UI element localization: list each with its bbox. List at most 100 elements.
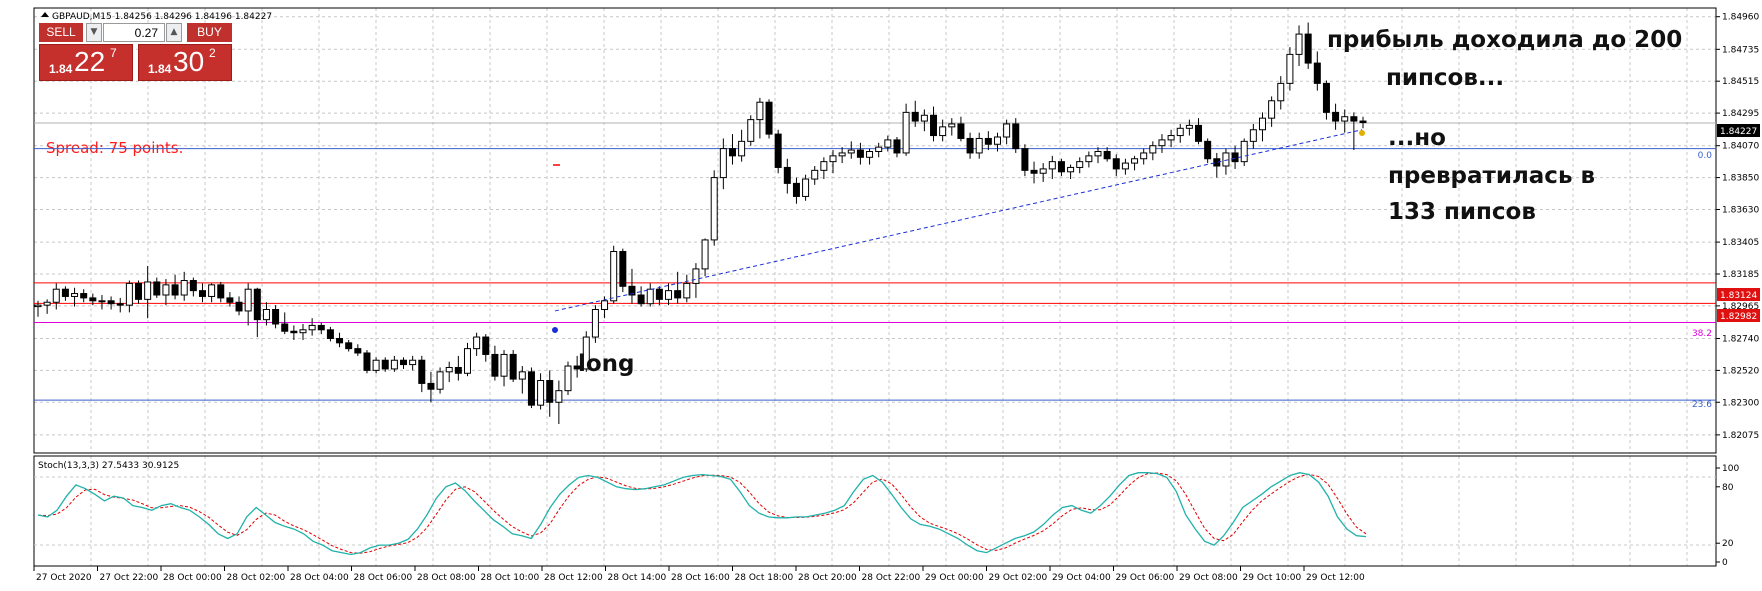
candle-body (1167, 135, 1175, 141)
trendline[interactable] (554, 129, 1363, 312)
red-level-tag-lower (1717, 309, 1760, 322)
candle-body (957, 123, 965, 139)
candle-body (445, 366, 453, 373)
time-tick-label: 29 Oct 00:00 (925, 573, 984, 583)
candle-body (98, 300, 106, 303)
candle-body (116, 303, 124, 306)
candle-body (1131, 158, 1139, 164)
candle-body (180, 280, 188, 296)
candle-body (646, 288, 654, 305)
time-tick-label: 28 Oct 02:00 (227, 573, 286, 583)
candle-body (1103, 151, 1111, 160)
time-tick-label: 28 Oct 20:00 (798, 573, 857, 583)
bid-point-marker (1359, 130, 1365, 136)
time-tick-label: 28 Oct 10:00 (481, 573, 540, 583)
candle-body (354, 348, 362, 354)
price-tick-label: 1.84735 (1722, 45, 1759, 55)
chart-collapse-icon[interactable] (41, 12, 49, 17)
candle-body (71, 293, 79, 297)
time-tick-label: 28 Oct 06:00 (354, 573, 413, 583)
candle-body (409, 359, 417, 366)
candle-body (811, 169, 819, 180)
buy-price-box[interactable]: 1.84 30 2 (138, 44, 232, 81)
annotation-profit-line2: пипсов... (1386, 65, 1504, 91)
symbol-info: GBPAUD,M15 1.84256 1.84296 1.84196 1.842… (52, 12, 272, 22)
stoch-tick-label: 0 (1722, 558, 1728, 568)
time-tick-label: 29 Oct 10:00 (1243, 573, 1302, 583)
candle-body (473, 336, 481, 350)
candle-body (537, 380, 545, 406)
candle-body (1158, 139, 1166, 147)
candle-body (930, 114, 938, 137)
candle-body (135, 282, 143, 300)
candle-body (655, 288, 663, 300)
price-tick-label: 1.83630 (1722, 205, 1759, 215)
candle-body (153, 281, 161, 296)
sell-button[interactable]: SELL (39, 23, 83, 42)
candle-body (482, 336, 490, 355)
candle-body (820, 161, 828, 171)
candle-body (326, 329, 334, 339)
candle-body (838, 152, 846, 157)
candle-body (1039, 168, 1047, 174)
candle-body (975, 137, 983, 154)
candle-body (920, 114, 928, 122)
time-tick-label: 27 Oct 22:00 (100, 573, 159, 583)
buy-price-prefix: 1.84 (148, 62, 172, 76)
candle-body (509, 353, 517, 380)
lot-increase-button[interactable]: ▲ (166, 23, 182, 42)
time-tick-label: 28 Oct 08:00 (417, 573, 476, 583)
time-tick-label: 29 Oct 06:00 (1116, 573, 1175, 583)
lot-decrease-button[interactable]: ▼ (86, 23, 102, 42)
stoch-signal-line (37, 472, 1367, 554)
red-level-label-lower: 1.82982 (1720, 312, 1757, 322)
annotation-but-line1: ...но (1388, 125, 1446, 151)
candle-body (527, 371, 535, 406)
candle-body (436, 371, 444, 390)
candle-body (1350, 116, 1358, 122)
candle-body (783, 166, 791, 184)
candle-body (774, 133, 782, 168)
candle-body (692, 268, 700, 284)
candlestick-series (34, 22, 1367, 425)
candle-body (1268, 100, 1276, 119)
candle-body (1030, 169, 1038, 174)
current-price-tag (1717, 124, 1760, 137)
candle-body (34, 304, 42, 308)
candle-body (966, 137, 974, 154)
candle-body (1313, 62, 1321, 84)
candle-body (107, 300, 115, 305)
candle-body (400, 359, 408, 366)
candle-body (336, 337, 344, 344)
candle-body (198, 290, 206, 297)
buy-button[interactable]: BUY (187, 23, 232, 42)
time-tick-label: 29 Oct 04:00 (1052, 573, 1111, 583)
stoch-main-line (37, 472, 1367, 556)
lot-size-input[interactable] (103, 23, 165, 42)
candle-body (1112, 158, 1120, 170)
candle-body (1277, 82, 1285, 102)
candle-body (208, 284, 216, 297)
main-chart-frame (33, 7, 1717, 454)
sell-price-box[interactable]: 1.84 22 7 (39, 44, 133, 81)
candle-body (710, 177, 718, 241)
candle-body (619, 251, 627, 287)
candle-body (491, 353, 499, 377)
candle-body (308, 324, 316, 331)
annotation-profit-line1: прибыль доходила до 200 (1327, 27, 1682, 53)
candle-body (847, 149, 855, 154)
candle-body (1332, 111, 1340, 122)
candle-body (1304, 33, 1312, 64)
price-tick-label: 1.83185 (1722, 270, 1759, 280)
candle-body (1322, 82, 1330, 113)
candle-body (52, 288, 60, 303)
candle-body (1048, 161, 1056, 170)
candle-body (628, 285, 636, 296)
stoch-axis: 100 80 20 0 (1716, 464, 1739, 568)
annotation-but-line2: превратилась в (1388, 163, 1595, 189)
candle-body (546, 380, 554, 403)
candle-body (993, 136, 1001, 145)
candle-body (144, 281, 152, 300)
main-grid (34, 8, 1716, 453)
